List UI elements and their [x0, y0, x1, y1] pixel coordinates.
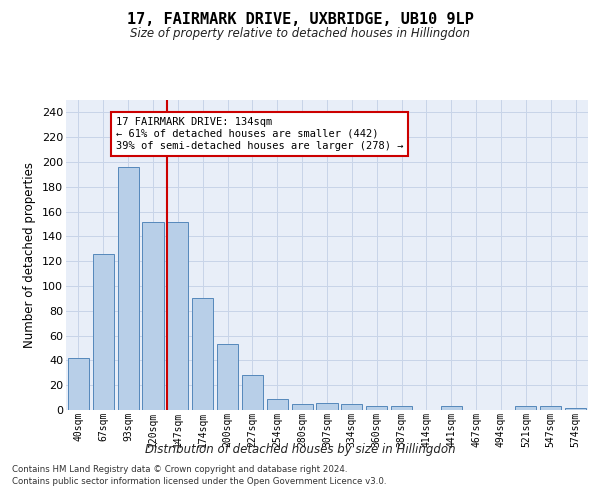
- Bar: [565, 408, 586, 410]
- Text: Contains HM Land Registry data © Crown copyright and database right 2024.: Contains HM Land Registry data © Crown c…: [12, 466, 347, 474]
- Bar: [142, 222, 164, 410]
- Text: 17 FAIRMARK DRIVE: 134sqm
← 61% of detached houses are smaller (442)
39% of semi: 17 FAIRMARK DRIVE: 134sqm ← 61% of detac…: [116, 118, 403, 150]
- Bar: [366, 406, 387, 410]
- Bar: [93, 254, 114, 410]
- Text: Contains public sector information licensed under the Open Government Licence v3: Contains public sector information licen…: [12, 476, 386, 486]
- Bar: [267, 399, 288, 410]
- Bar: [391, 406, 412, 410]
- Text: Distribution of detached houses by size in Hillingdon: Distribution of detached houses by size …: [145, 442, 455, 456]
- Bar: [515, 406, 536, 410]
- Y-axis label: Number of detached properties: Number of detached properties: [23, 162, 37, 348]
- Bar: [167, 222, 188, 410]
- Bar: [316, 402, 338, 410]
- Bar: [68, 358, 89, 410]
- Bar: [540, 406, 561, 410]
- Bar: [292, 404, 313, 410]
- Text: Size of property relative to detached houses in Hillingdon: Size of property relative to detached ho…: [130, 28, 470, 40]
- Bar: [217, 344, 238, 410]
- Bar: [118, 167, 139, 410]
- Bar: [341, 404, 362, 410]
- Bar: [441, 406, 462, 410]
- Bar: [192, 298, 213, 410]
- Text: 17, FAIRMARK DRIVE, UXBRIDGE, UB10 9LP: 17, FAIRMARK DRIVE, UXBRIDGE, UB10 9LP: [127, 12, 473, 28]
- Bar: [242, 376, 263, 410]
